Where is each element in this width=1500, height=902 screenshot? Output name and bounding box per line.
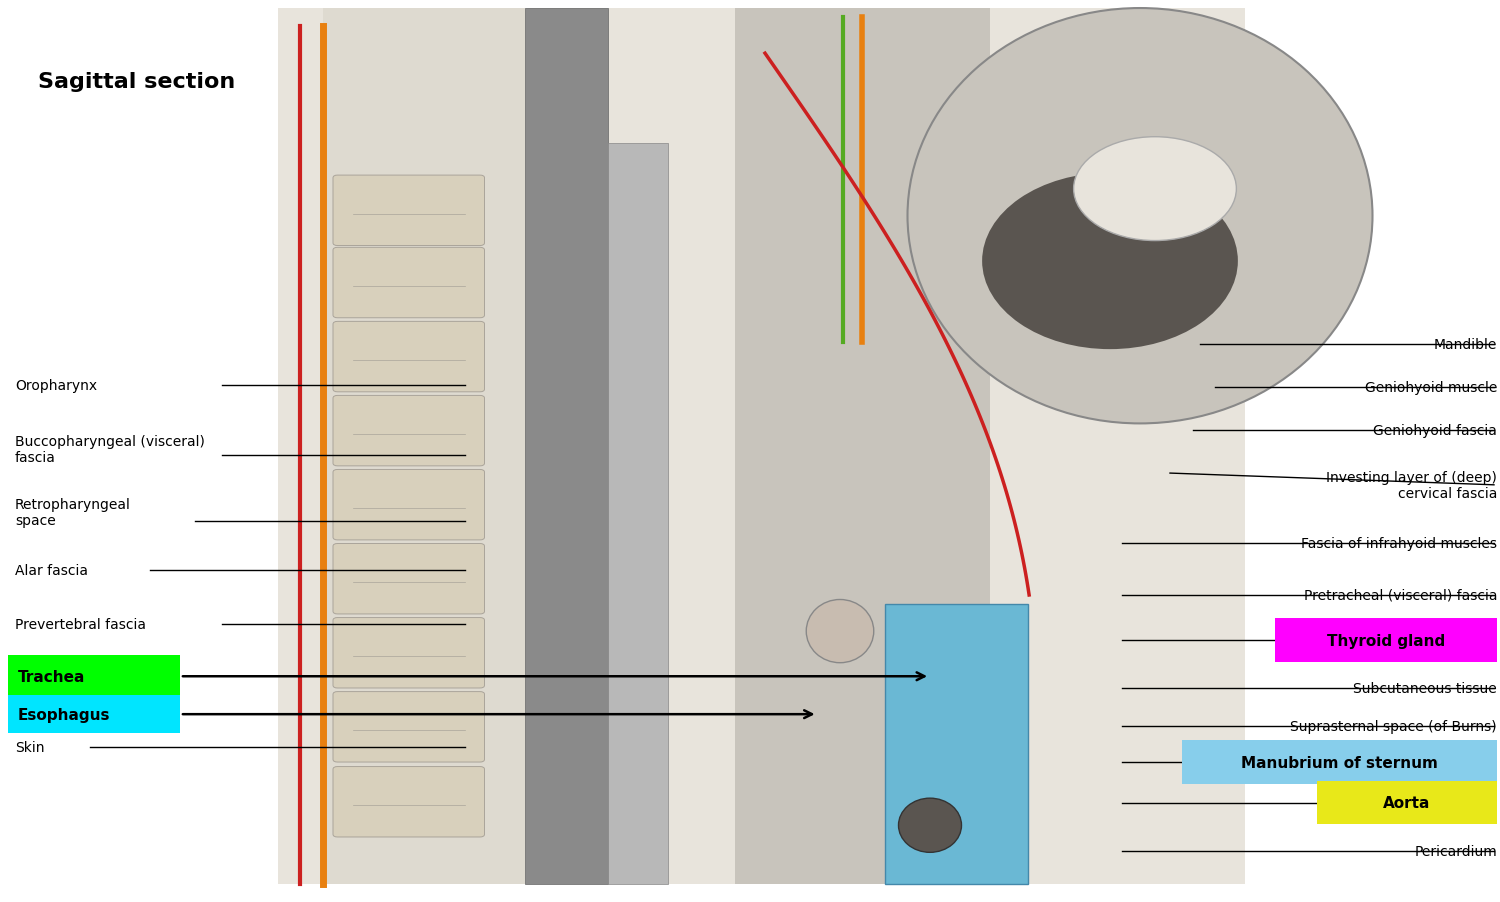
- FancyBboxPatch shape: [333, 396, 484, 466]
- Text: Suprasternal space (of Burns): Suprasternal space (of Burns): [1290, 719, 1497, 733]
- Text: Oropharynx: Oropharynx: [15, 379, 98, 393]
- Ellipse shape: [908, 9, 1372, 424]
- Bar: [1317, 781, 1497, 824]
- Text: Trachea: Trachea: [18, 669, 86, 684]
- Text: Pericardium: Pericardium: [1414, 843, 1497, 858]
- Text: Investing layer of (deep)
cervical fascia: Investing layer of (deep) cervical fasci…: [1326, 470, 1497, 501]
- Text: Pretracheal (visceral) fascia: Pretracheal (visceral) fascia: [1304, 588, 1497, 603]
- Bar: [525, 9, 608, 884]
- Text: Subcutaneous tissue: Subcutaneous tissue: [1353, 681, 1497, 695]
- Text: Skin: Skin: [15, 740, 45, 754]
- FancyBboxPatch shape: [333, 470, 484, 540]
- FancyBboxPatch shape: [333, 322, 484, 392]
- Text: Retropharyngeal
space: Retropharyngeal space: [15, 497, 130, 528]
- Ellipse shape: [1074, 137, 1236, 242]
- Bar: [8, 695, 180, 733]
- Bar: [278, 9, 1245, 884]
- Bar: [1275, 619, 1497, 662]
- Bar: [8, 655, 180, 698]
- Text: Esophagus: Esophagus: [18, 707, 111, 722]
- FancyBboxPatch shape: [333, 176, 484, 246]
- Ellipse shape: [898, 798, 962, 852]
- Bar: [608, 144, 668, 884]
- Bar: [322, 9, 525, 884]
- Text: Sagittal section: Sagittal section: [38, 72, 234, 92]
- Bar: [735, 9, 990, 884]
- Ellipse shape: [807, 600, 873, 663]
- FancyBboxPatch shape: [333, 544, 484, 614]
- Text: Manubrium of sternum: Manubrium of sternum: [1240, 755, 1438, 769]
- Text: Geniohyoid muscle: Geniohyoid muscle: [1365, 381, 1497, 395]
- FancyBboxPatch shape: [333, 692, 484, 762]
- Text: Geniohyoid fascia: Geniohyoid fascia: [1372, 423, 1497, 437]
- Text: Fascia of infrahyoid muscles: Fascia of infrahyoid muscles: [1300, 536, 1497, 550]
- Ellipse shape: [982, 173, 1238, 350]
- Text: Thyroid gland: Thyroid gland: [1328, 633, 1444, 648]
- Text: Buccopharyngeal (visceral)
fascia: Buccopharyngeal (visceral) fascia: [15, 434, 206, 465]
- FancyBboxPatch shape: [333, 618, 484, 688]
- Bar: [885, 604, 1028, 884]
- Text: Alar fascia: Alar fascia: [15, 563, 88, 577]
- Text: Mandible: Mandible: [1434, 337, 1497, 352]
- FancyBboxPatch shape: [333, 767, 484, 837]
- FancyBboxPatch shape: [333, 248, 484, 318]
- Text: Prevertebral fascia: Prevertebral fascia: [15, 617, 146, 631]
- Text: Aorta: Aorta: [1383, 796, 1431, 810]
- Bar: [1182, 741, 1497, 784]
